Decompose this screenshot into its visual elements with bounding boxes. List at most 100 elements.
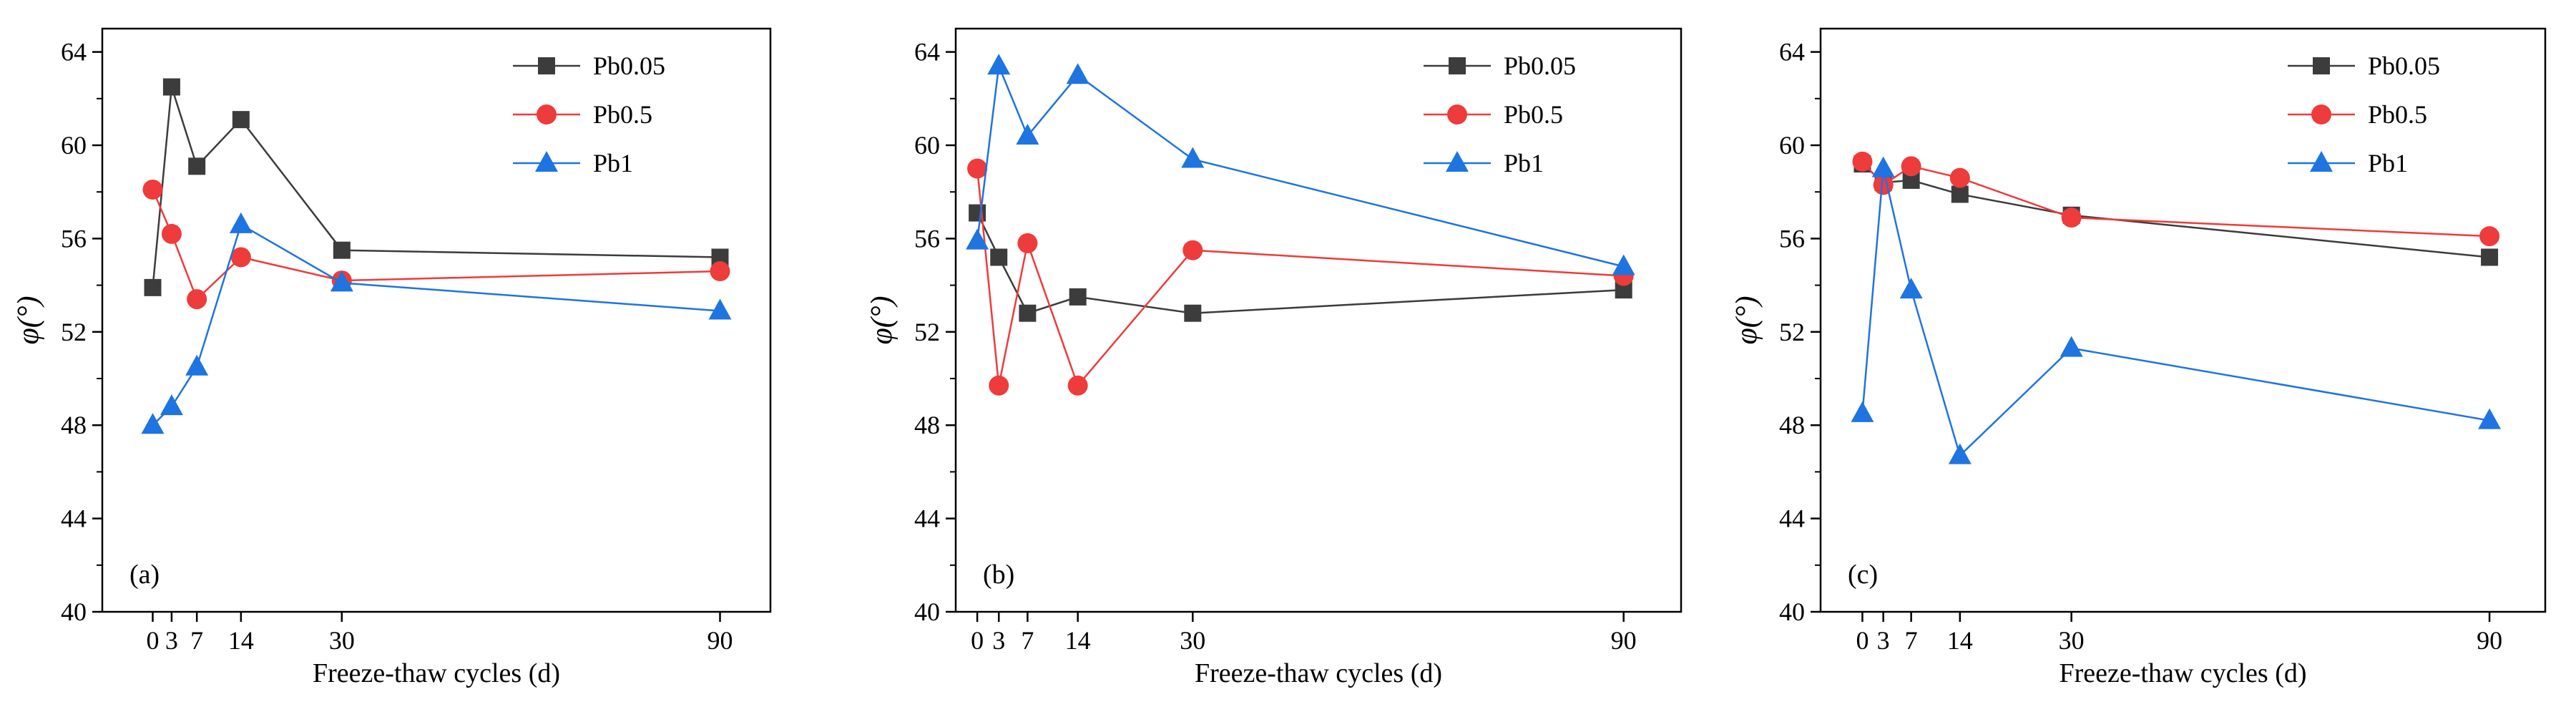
panel-label: (c): [1848, 560, 1878, 590]
legend: Pb0.05 Pb0.5 Pb1: [1424, 52, 1576, 177]
y-tick-label: 64: [61, 38, 87, 67]
series-line-pb05: [152, 189, 720, 301]
data-point-pb005: [188, 157, 206, 175]
x-tick-label: 0: [1856, 626, 1869, 655]
x-axis-label: Freeze-thaw cycles (d): [1195, 658, 1442, 688]
series-line-pb1: [1861, 168, 2490, 457]
x-tick-label: 7: [1905, 626, 1918, 655]
data-point-pb1: [1899, 278, 1923, 299]
y-tick-label: 52: [1779, 318, 1805, 346]
x-tick-label: 14: [1065, 626, 1091, 655]
data-point-pb05: [230, 247, 251, 268]
chart-panel-c: 40 44 48 52 56 60 64 0 3 7 14 30 90 Freeze-thaw cycle…: [1730, 27, 2547, 688]
y-tick-label: 52: [61, 318, 87, 346]
y-axis-label: φ(°): [12, 296, 45, 344]
y-tick-label: 64: [1779, 38, 1805, 67]
legend-label: Pb1: [593, 149, 633, 177]
x-axis-label: Freeze-thaw cycles (d): [2059, 658, 2306, 688]
y-tick-label: 56: [914, 224, 940, 253]
data-point-pb005: [1951, 185, 1969, 203]
legend-label: Pb0.05: [2368, 52, 2440, 80]
y-tick-label: 40: [1779, 598, 1805, 626]
y-tick-label: 52: [914, 318, 940, 346]
legend-marker: [2311, 104, 2331, 125]
data-point-pb05: [1949, 167, 1970, 188]
x-tick-label: 90: [2477, 626, 2502, 655]
x-axis-label: Freeze-thaw cycles (d): [313, 658, 560, 688]
data-point-pb1: [1851, 401, 1874, 422]
data-point-pb1: [966, 228, 989, 250]
y-tick-label: 60: [914, 131, 940, 160]
data-point-pb005: [1069, 288, 1087, 306]
legend-label: Pb0.05: [593, 52, 665, 80]
y-axis-label: φ(°): [1730, 296, 1763, 344]
data-point-pb1: [1871, 156, 1895, 177]
series-pb1: [1851, 156, 2502, 464]
legend-marker: [2310, 151, 2333, 172]
data-point-pb1: [185, 354, 209, 376]
data-point-pb005: [162, 78, 180, 96]
y-tick-label: 48: [1779, 411, 1805, 439]
y-tick-label: 44: [1779, 504, 1805, 533]
legend-label: Pb0.5: [1504, 100, 1563, 129]
data-point-pb1: [987, 54, 1011, 75]
y-tick-label: 60: [61, 131, 87, 160]
data-point-pb005: [333, 241, 351, 259]
data-point-pb005: [969, 204, 986, 222]
x-tick-label: 0: [971, 626, 984, 655]
x-tick-label: 14: [1947, 626, 1973, 655]
chart-panel-b: 40 44 48 52 56 60 64 0 3 7 14 30 90 Freeze-thaw cycle…: [866, 27, 1683, 688]
data-point-pb05: [1017, 233, 1038, 253]
data-point-pb05: [2061, 208, 2082, 228]
x-tick-label: 3: [992, 626, 1005, 655]
legend-marker: [537, 104, 557, 125]
data-point-pb05: [187, 289, 207, 310]
legend-marker: [535, 151, 558, 172]
y-tick-label: 40: [61, 598, 87, 626]
data-point-pb05: [161, 223, 182, 244]
data-point-pb05: [1182, 240, 1203, 260]
legend-marker: [1446, 151, 1469, 172]
data-point-pb005: [1184, 304, 1202, 322]
y-tick-label: 44: [914, 504, 940, 533]
data-point-pb05: [989, 375, 1009, 396]
data-point-pb1: [160, 394, 183, 416]
series-line-pb05: [976, 168, 1624, 388]
data-point-pb05: [1067, 375, 1088, 396]
data-point-pb1: [1181, 147, 1205, 168]
legend-marker: [1449, 57, 1466, 74]
y-tick-label: 64: [914, 38, 940, 67]
data-point-pb1: [2478, 408, 2502, 429]
data-point-pb05: [142, 179, 163, 200]
legend-label: Pb0.5: [593, 100, 652, 129]
series-line-pb005: [152, 87, 720, 288]
y-tick-label: 48: [914, 411, 940, 439]
series-line-pb1: [976, 62, 1624, 268]
legend: Pb0.05 Pb0.5 Pb1: [2288, 52, 2440, 177]
data-point-pb05: [2479, 226, 2500, 247]
data-point-pb1: [330, 270, 353, 292]
plot-frame: [1819, 27, 2547, 613]
x-tick-label: 3: [165, 626, 178, 655]
y-tick-label: 56: [1779, 224, 1805, 253]
data-point-pb05: [1852, 151, 1873, 172]
x-tick-label: 7: [1021, 626, 1034, 655]
x-tick-label: 0: [146, 626, 159, 655]
data-point-pb005: [232, 111, 250, 129]
series-pb1: [141, 212, 732, 434]
data-point-pb05: [710, 261, 730, 282]
panel-label: (a): [129, 560, 160, 590]
legend-label: Pb0.5: [2368, 100, 2427, 129]
legend: Pb0.05 Pb0.5 Pb1: [513, 52, 665, 177]
data-point-pb1: [229, 212, 253, 233]
x-tick-label: 3: [1877, 626, 1890, 655]
y-tick-label: 48: [61, 411, 87, 439]
data-point-pb05: [967, 158, 988, 179]
data-point-pb005: [2481, 248, 2499, 266]
plot-frame: [954, 27, 1683, 613]
x-tick-label: 7: [190, 626, 203, 655]
legend-label: Pb1: [2368, 149, 2408, 177]
legend-label: Pb1: [1504, 149, 1544, 177]
y-tick-label: 44: [61, 504, 87, 533]
